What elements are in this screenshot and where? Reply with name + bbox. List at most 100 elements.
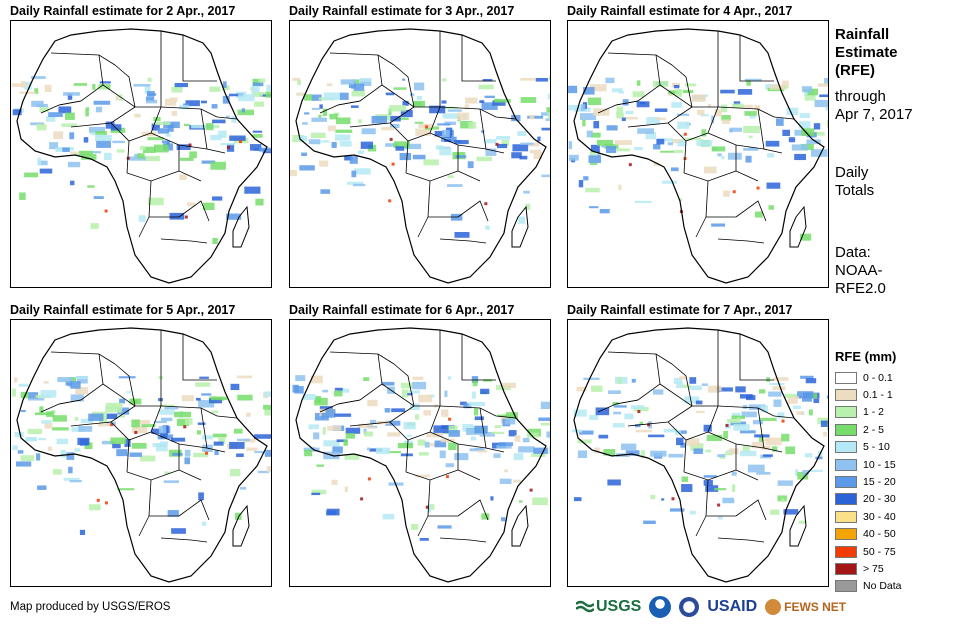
rainfall-cell	[131, 419, 140, 428]
rainfall-cell	[426, 432, 444, 438]
rainfall-cell	[335, 134, 351, 141]
rainfall-cell	[70, 381, 81, 389]
rainfall-cell	[351, 90, 366, 97]
country-border	[439, 238, 487, 244]
coastline	[573, 327, 825, 583]
country-border	[417, 216, 429, 238]
map-credit: Map produced by USGS/EROS	[10, 601, 171, 613]
rainfall-cell	[408, 390, 420, 394]
rainfall-cell	[344, 155, 353, 161]
rainfall-cell	[474, 425, 488, 434]
rainfall-cell	[801, 128, 815, 137]
rainfall-cell	[385, 143, 399, 147]
rainfall-cell	[823, 431, 828, 437]
rainfall-cell	[634, 200, 652, 204]
rainfall-cell	[484, 95, 495, 99]
rainfall-cell	[159, 409, 175, 415]
rainfall-cell	[715, 386, 722, 392]
rainfall-cell	[344, 454, 360, 460]
rainfall-cell	[689, 377, 697, 384]
rainfall-cell	[81, 154, 97, 160]
country-border	[114, 363, 136, 407]
coastline	[16, 327, 268, 583]
legend-item: > 75	[835, 560, 902, 577]
rainfall-cell	[678, 198, 683, 202]
rainfall-cell	[501, 139, 509, 147]
rainfall-cell	[36, 123, 47, 131]
rainfall-cell	[759, 434, 764, 442]
rainfall-cell	[662, 180, 677, 184]
rainfall-cell	[339, 141, 352, 147]
rainfall-cell	[439, 450, 446, 459]
rainfall-cell	[129, 452, 142, 457]
data-line: Data:	[835, 244, 871, 261]
rainfall-cell	[93, 196, 104, 199]
rainfall-cell	[490, 496, 494, 501]
rainfall-cell	[418, 452, 429, 456]
rainfall-cell	[241, 108, 245, 113]
rainfall-cell	[158, 398, 163, 402]
country-border	[495, 415, 517, 419]
rainfall-cell	[167, 124, 174, 132]
rainfall-cell	[252, 82, 264, 87]
rainfall-cell	[205, 123, 214, 131]
rainfall-cell	[320, 189, 331, 194]
rainfall-cell	[772, 386, 786, 391]
rainfall-cell	[613, 405, 627, 408]
rainfall-cell	[335, 129, 353, 133]
rainfall-cell	[254, 101, 264, 107]
rainfall-cell	[105, 402, 123, 410]
rainfall-cell	[498, 442, 514, 446]
rainfall-cell	[468, 401, 486, 407]
rainfall-cell	[513, 479, 521, 483]
rainfall-cell	[668, 453, 684, 458]
rainfall-cell	[99, 81, 111, 84]
rainfall-cell	[650, 450, 667, 457]
rainfall-cell	[196, 430, 201, 435]
rainfall-cell	[27, 397, 45, 401]
usgs-waves-icon	[576, 600, 594, 613]
rainfall-cell	[167, 510, 179, 517]
rainfall-cell	[406, 434, 412, 437]
rainfall-cell	[707, 385, 721, 393]
rainfall-cell	[189, 151, 197, 159]
rainfall-cell	[237, 394, 253, 401]
rainfall-cell	[657, 138, 674, 142]
rainfall-cell	[97, 85, 107, 90]
rainfall-cell	[735, 386, 746, 393]
rainfall-cell	[229, 135, 246, 141]
rainfall-cell	[138, 215, 146, 222]
rainfall-cell	[339, 92, 349, 100]
country-border	[178, 444, 202, 481]
africa-map-svg	[290, 28, 550, 284]
rainfall-cell	[527, 115, 544, 119]
rainfall-cell	[183, 425, 187, 429]
rainfall-cell	[369, 448, 383, 452]
rainfall-cell	[680, 134, 686, 137]
noaa-logo-icon	[649, 596, 672, 618]
rainfall-cell	[345, 433, 356, 439]
rainfall-cell	[800, 375, 814, 379]
country-border	[757, 108, 783, 154]
country-border	[150, 330, 162, 433]
rainfall-cell	[442, 129, 450, 138]
rainfall-cell	[412, 154, 426, 160]
rainfall-cell	[520, 142, 534, 145]
rainfall-map	[10, 319, 272, 587]
rainfall-cell	[129, 156, 146, 161]
legend-swatch	[835, 371, 857, 384]
rainfall-cell	[65, 380, 73, 386]
rainfall-cell	[518, 216, 526, 224]
rainfall-cell	[412, 376, 424, 380]
rainfall-cell	[415, 414, 420, 420]
rainfall-cell	[151, 123, 160, 131]
rainfall-cell	[131, 426, 148, 434]
rainfall-cell	[201, 160, 216, 164]
rainfall-cell	[314, 397, 328, 406]
rainfall-cell	[485, 139, 497, 144]
rainfall-cell	[331, 479, 338, 485]
country-border	[717, 238, 765, 244]
rainfall-cell	[706, 434, 723, 442]
rainfall-cell	[535, 77, 548, 82]
rainfall-cell	[739, 394, 753, 399]
